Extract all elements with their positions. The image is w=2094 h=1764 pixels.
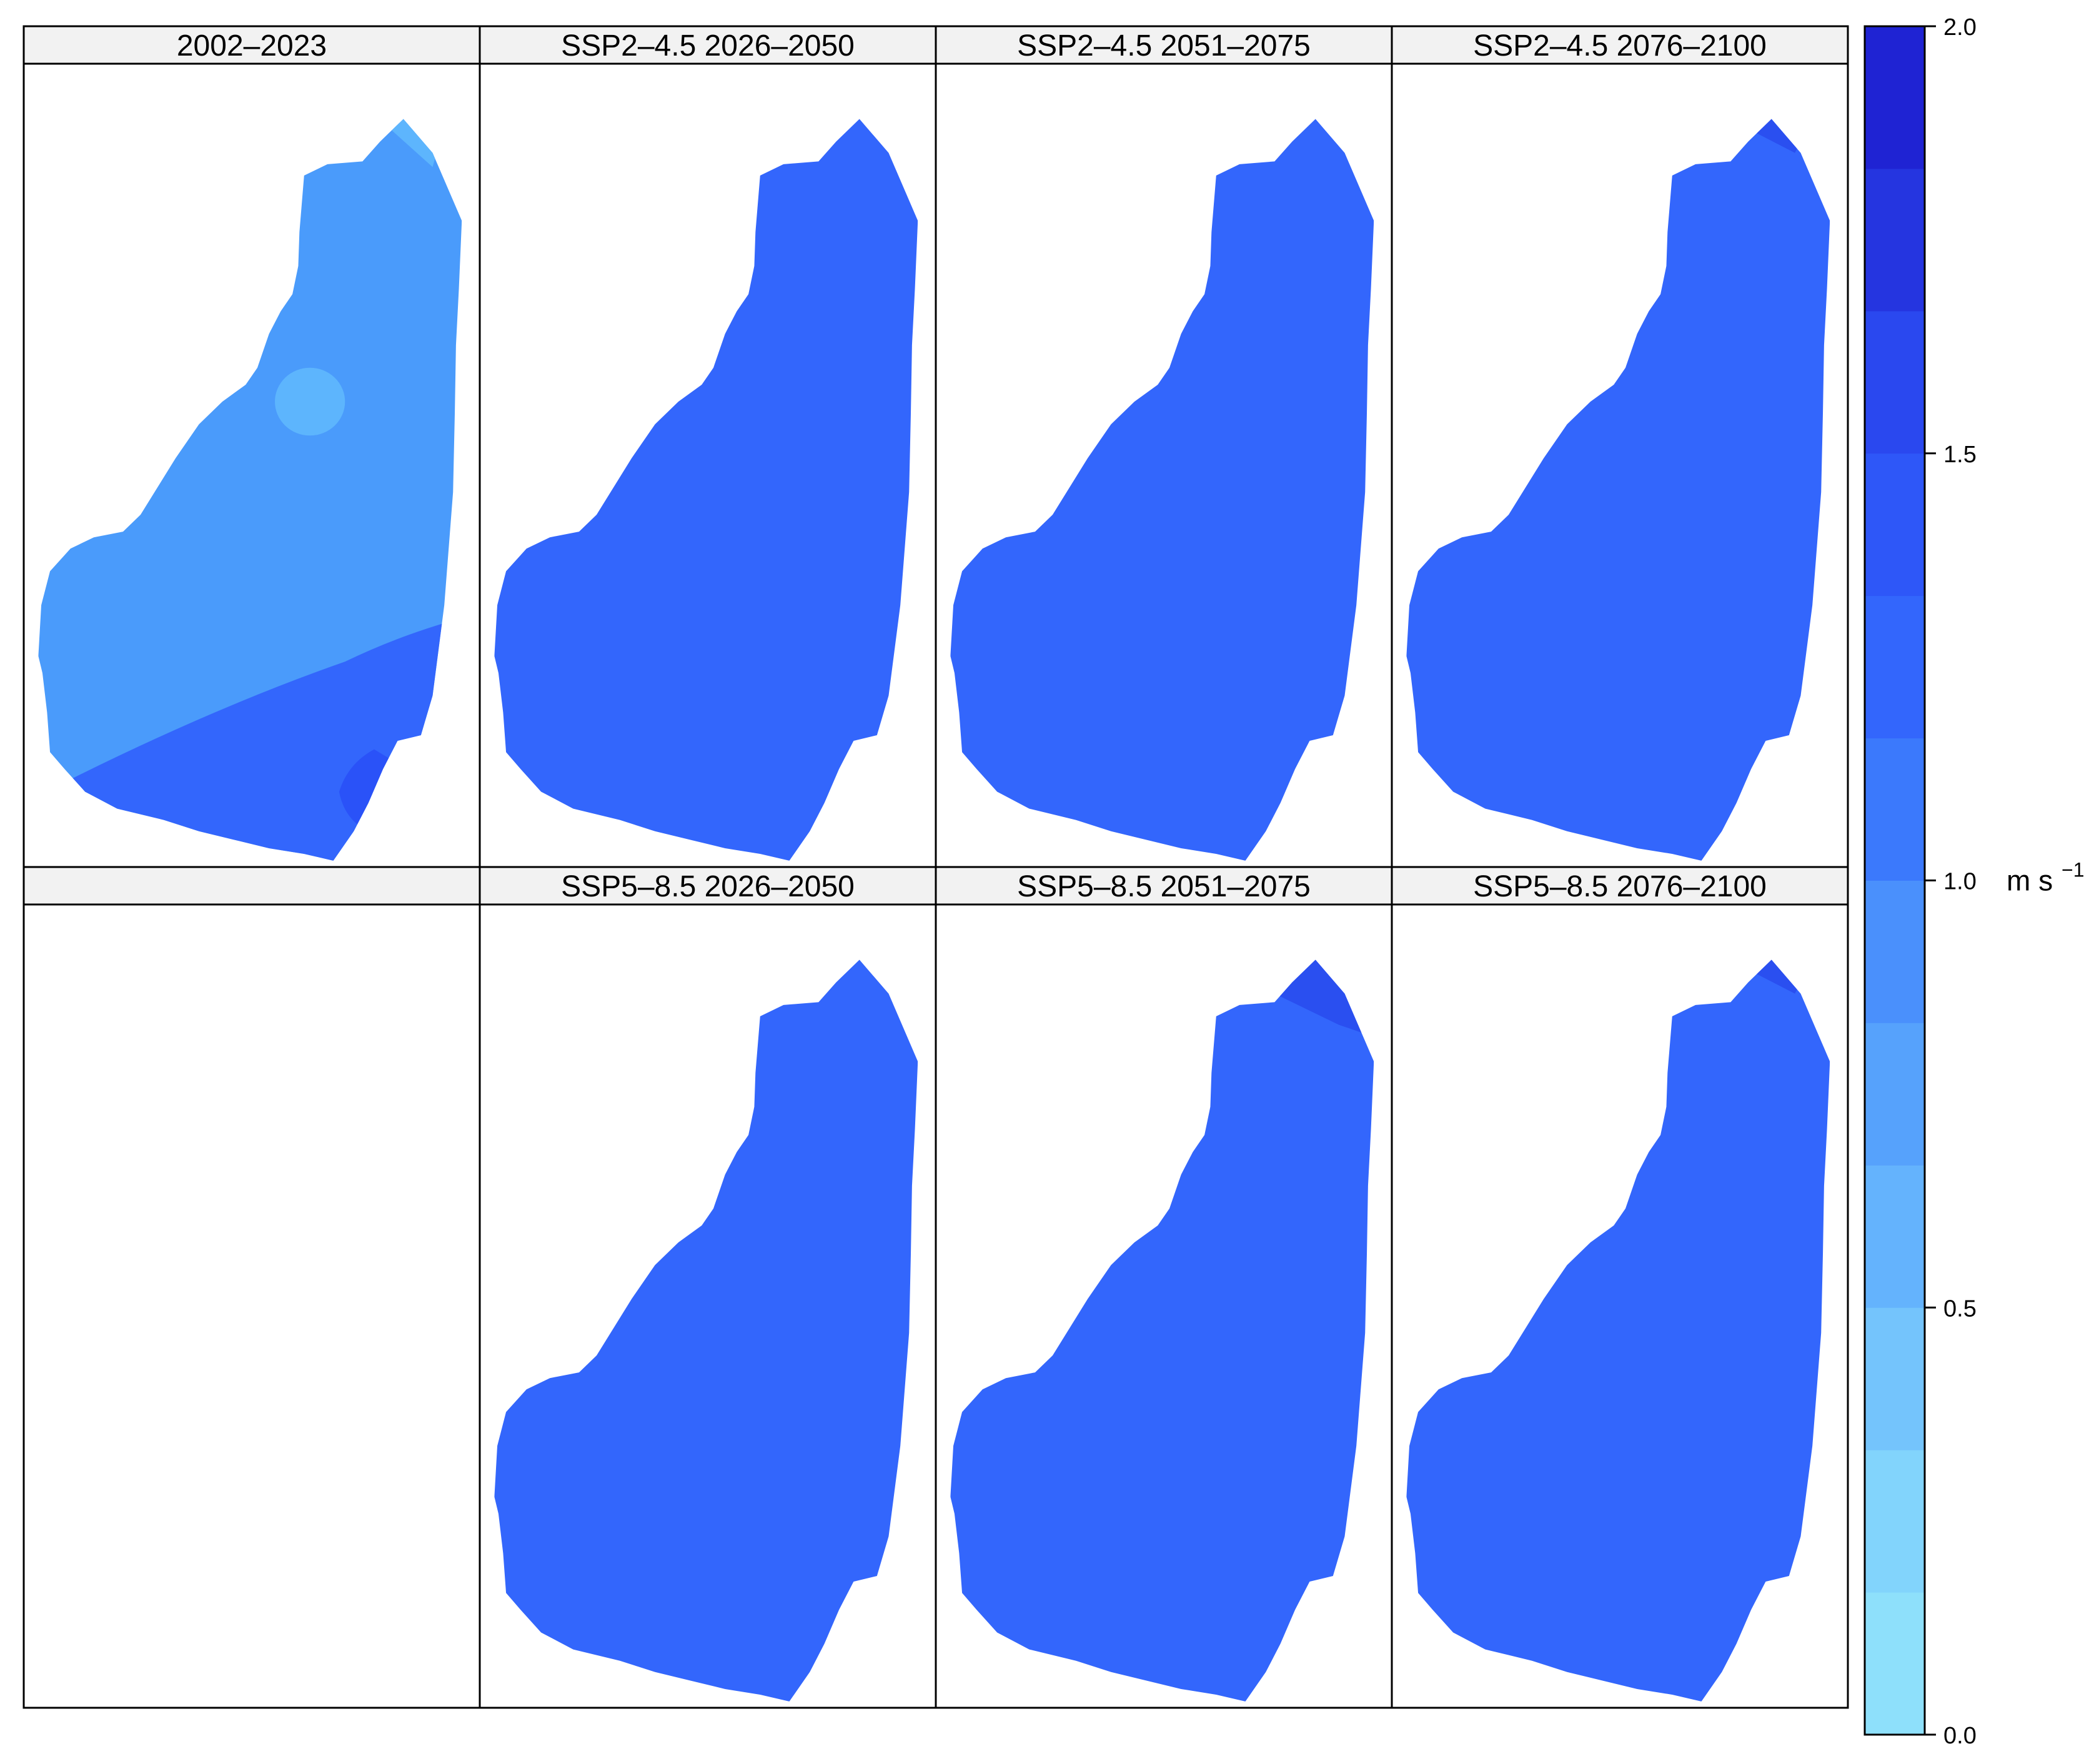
colorbar: 0.0 0.5 1.0 1.5 2.0 m s −1 (1863, 14, 2084, 1749)
panel-title-strip (1391, 866, 1849, 906)
colorbar-tick-label: 1.5 (1943, 442, 1977, 468)
colorbar-unit: m s (2007, 865, 2053, 897)
map-panel: SSP5–8.5 2076–2100 (1391, 866, 1849, 1709)
panel-title: SSP2–4.5 2026–2050 (561, 29, 855, 62)
panel-title-strip (1391, 25, 1849, 65)
map-panel: SSP2–4.5 2051–2075 (935, 25, 1393, 868)
map-panel: SSP2–4.5 2076–2100 (1391, 25, 1849, 868)
colorbar-unit-exponent: −1 (2062, 859, 2084, 881)
map-panel: SSP5–8.5 2026–2050 (479, 866, 937, 1709)
map-panel: SSP5–8.5 2051–2075 (935, 866, 1393, 1709)
colorbar-bin (1865, 1023, 1925, 1166)
map-panel: 2002–2023 (22, 25, 481, 868)
panel-title: SSP2–4.5 2051–2075 (1017, 29, 1311, 62)
colorbar-bin (1865, 738, 1925, 881)
panel-title-strip (935, 866, 1393, 906)
panel-title: SSP5–8.5 2026–2050 (561, 870, 855, 903)
colorbar-bin (1865, 26, 1925, 169)
panel-title-strip (22, 25, 481, 65)
panel-title: 2002–2023 (177, 29, 327, 62)
panel-title-strip (935, 25, 1393, 65)
colorbar-tick-label: 0.5 (1943, 1296, 1977, 1322)
colorbar-bin (1865, 595, 1925, 739)
colorbar-bin (1865, 1450, 1925, 1593)
colorbar-bin (1865, 1592, 1925, 1735)
panel-title-strip (479, 25, 937, 65)
panel-title: SSP2–4.5 2076–2100 (1473, 29, 1767, 62)
colorbar-tick-label: 2.0 (1943, 14, 1977, 41)
panel-title: SSP5–8.5 2076–2100 (1473, 870, 1767, 903)
map-panel: SSP2–4.5 2026–2050 (479, 25, 937, 868)
colorbar-bin (1865, 453, 1925, 597)
colorbar-bin (1865, 1307, 1925, 1450)
colorbar-tick-label: 0.0 (1943, 1723, 1977, 1749)
colorbar-bin (1865, 1165, 1925, 1308)
colorbar-bin (1865, 168, 1925, 312)
field-spot (275, 367, 345, 436)
panel-grid: 2002–2023 SSP2–4.5 2026–2050 SSP2–4.5 2051… (22, 25, 1849, 1709)
panel-frame (22, 866, 481, 1709)
colorbar-bin (1865, 880, 1925, 1023)
colorbar-bin (1865, 310, 1925, 454)
panel-title: SSP5–8.5 2051–2075 (1017, 870, 1311, 903)
map-panel (22, 866, 481, 1709)
colorbar-tick-label: 1.0 (1943, 869, 1977, 895)
panel-title-strip (22, 866, 481, 906)
